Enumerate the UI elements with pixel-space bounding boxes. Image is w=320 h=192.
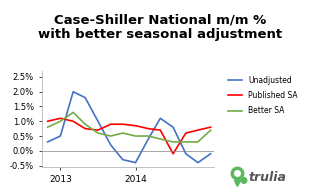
Published SA	[184, 132, 188, 134]
Line: Unadjusted: Unadjusted	[48, 92, 211, 163]
Unadjusted	[146, 138, 150, 140]
Unadjusted	[71, 91, 75, 93]
Text: trulia: trulia	[249, 171, 287, 185]
Published SA	[96, 129, 100, 131]
Unadjusted	[184, 153, 188, 155]
Published SA	[196, 129, 200, 131]
Published SA	[121, 123, 125, 125]
Published SA	[109, 123, 113, 125]
Unadjusted	[209, 153, 212, 155]
Published SA	[83, 127, 87, 130]
Published SA	[133, 125, 137, 127]
Better SA	[184, 141, 188, 143]
Published SA	[71, 120, 75, 122]
Published SA	[158, 129, 162, 131]
Text: Case-Shiller National m/m %
with better seasonal adjustment: Case-Shiller National m/m % with better …	[38, 13, 282, 41]
Better SA	[133, 135, 137, 137]
Better SA	[96, 132, 100, 134]
Better SA	[196, 141, 200, 143]
Legend: Unadjusted, Published SA, Better SA: Unadjusted, Published SA, Better SA	[225, 73, 301, 118]
Published SA	[46, 120, 50, 122]
Line: Published SA: Published SA	[48, 118, 211, 154]
Text: ⬤: ⬤	[239, 177, 247, 184]
Better SA	[158, 138, 162, 140]
Published SA	[59, 117, 62, 119]
Better SA	[121, 132, 125, 134]
Unadjusted	[133, 161, 137, 164]
Unadjusted	[158, 117, 162, 119]
Unadjusted	[121, 159, 125, 161]
Unadjusted	[171, 126, 175, 128]
Unadjusted	[59, 135, 62, 137]
Better SA	[46, 126, 50, 128]
Better SA	[171, 141, 175, 143]
Better SA	[109, 135, 113, 137]
Better SA	[146, 135, 150, 137]
Unadjusted	[109, 144, 113, 146]
Unadjusted	[46, 141, 50, 143]
Line: Better SA: Better SA	[48, 112, 211, 142]
Better SA	[209, 129, 212, 131]
Published SA	[171, 153, 175, 155]
Unadjusted	[196, 161, 200, 164]
Published SA	[146, 127, 150, 130]
Better SA	[59, 120, 62, 122]
Unadjusted	[83, 96, 87, 99]
Better SA	[83, 123, 87, 125]
Published SA	[209, 126, 212, 128]
Better SA	[71, 111, 75, 113]
Unadjusted	[96, 120, 100, 122]
